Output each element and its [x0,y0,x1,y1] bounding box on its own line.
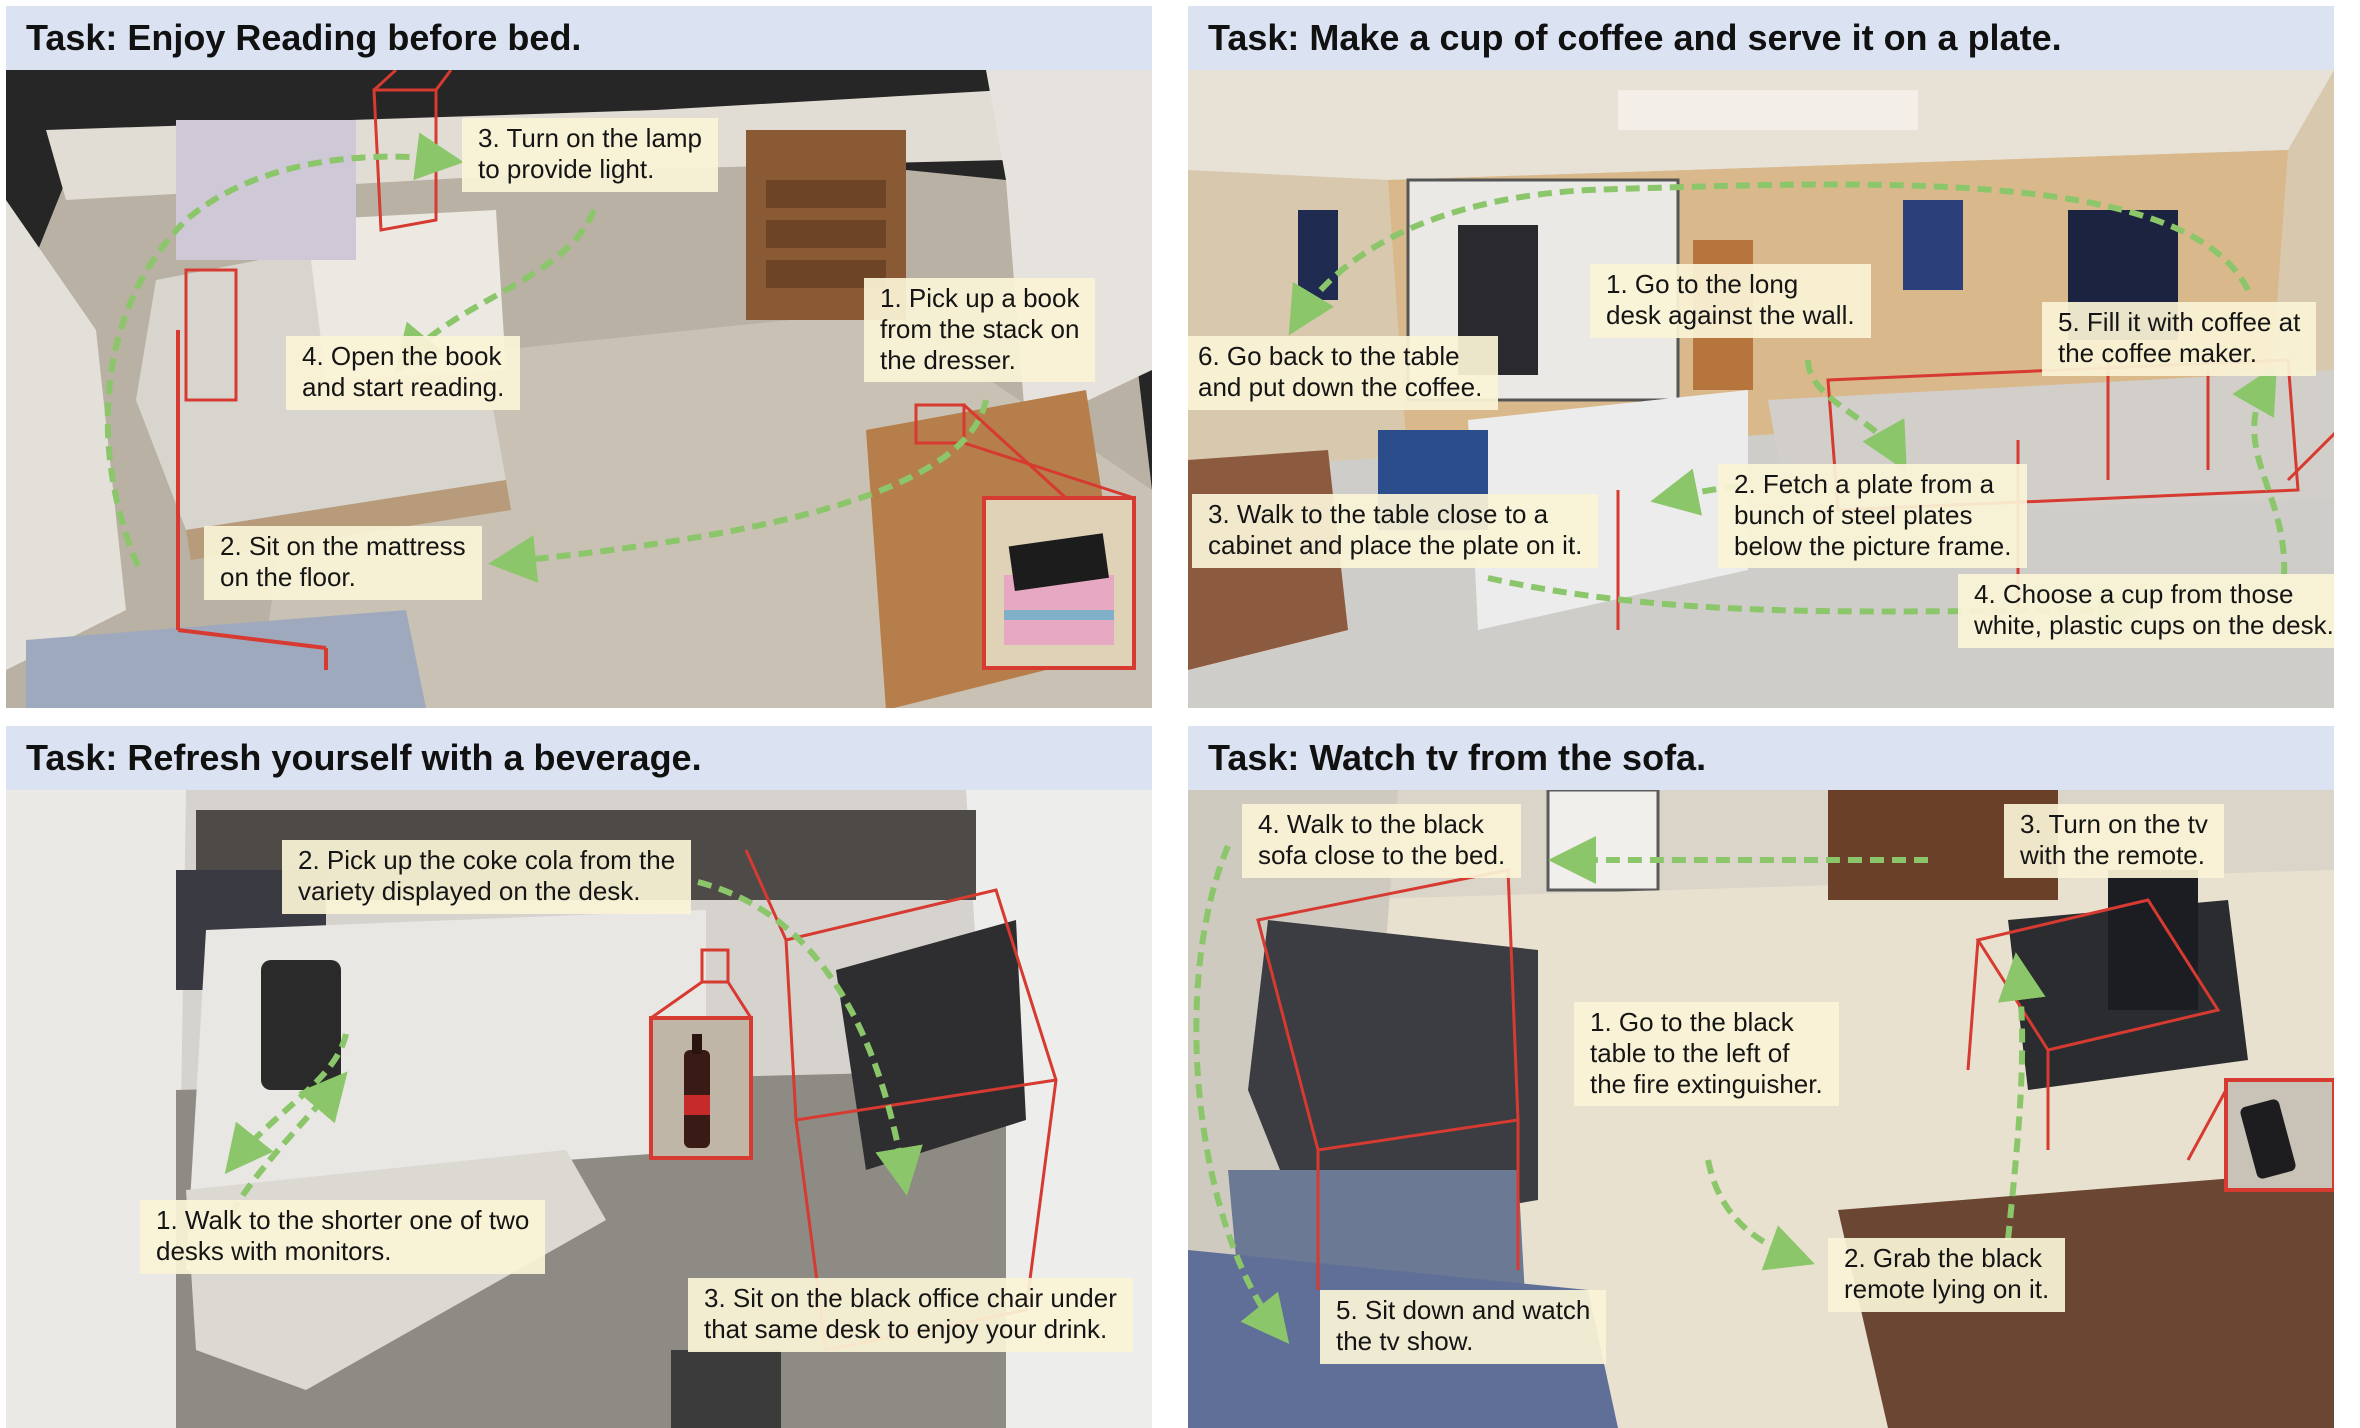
living-room-scene-image [1188,790,2334,1428]
panel-refresh-beverage: Task: Refresh yourself with a beverage. [6,726,1152,1428]
scene-bedroom: 1. Pick up a book from the stack on the … [6,70,1152,708]
panel-watch-tv: Task: Watch tv from the sofa. [1188,726,2334,1428]
panel-title: Task: Enjoy Reading before bed. [26,17,582,58]
scene-office-coffee: 1. Go to the long desk against the wall.… [1188,70,2334,708]
scene-desks: 1. Walk to the shorter one of two desks … [6,790,1152,1428]
office-scene-image [1188,70,2334,708]
panel-title: Task: Refresh yourself with a beverage. [26,737,702,778]
panel-header: Task: Watch tv from the sofa. [1188,726,2334,790]
panel-header: Task: Make a cup of coffee and serve it … [1188,6,2334,70]
panel-header: Task: Enjoy Reading before bed. [6,6,1152,70]
desks-scene-image [6,790,1152,1428]
panel-enjoy-reading: Task: Enjoy Reading before bed. [6,6,1152,708]
panel-title: Task: Make a cup of coffee and serve it … [1208,17,2062,58]
panel-make-coffee: Task: Make a cup of coffee and serve it … [1188,6,2334,708]
panel-header: Task: Refresh yourself with a beverage. [6,726,1152,790]
panel-title: Task: Watch tv from the sofa. [1208,737,1707,778]
scene-living-room: 1. Go to the black table to the left of … [1188,790,2334,1428]
bedroom-scene-image [6,70,1152,708]
